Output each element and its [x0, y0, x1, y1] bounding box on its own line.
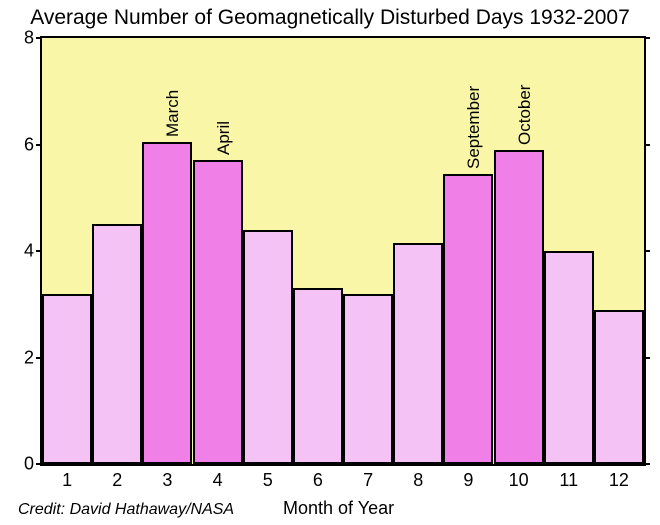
x-tick-label: 10	[509, 470, 529, 491]
y-tick-mark	[644, 144, 650, 146]
bar-2	[92, 224, 142, 464]
bar-9	[443, 174, 493, 464]
bar-4	[193, 160, 243, 464]
y-tick-mark	[644, 37, 650, 39]
bar-label-10: October	[515, 84, 535, 144]
y-tick-label: 8	[24, 28, 34, 49]
bar-8	[393, 243, 443, 464]
x-tick-label: 8	[413, 470, 423, 491]
bar-3	[142, 142, 192, 464]
y-tick-label: 2	[24, 347, 34, 368]
bar-12	[594, 310, 644, 464]
x-tick-label: 9	[463, 470, 473, 491]
bar-10	[494, 150, 544, 464]
bar-11	[544, 251, 594, 464]
x-axis-label: Month of Year	[283, 498, 394, 519]
y-tick-mark	[36, 37, 42, 39]
y-tick-label: 4	[24, 241, 34, 262]
x-tick-label: 6	[313, 470, 323, 491]
bar-5	[243, 230, 293, 464]
chart-container: Average Number of Geomagnetically Distur…	[0, 0, 660, 525]
y-tick-mark	[644, 357, 650, 359]
x-tick-label: 3	[162, 470, 172, 491]
bar-label-3: March	[163, 90, 183, 137]
y-tick-mark	[644, 463, 650, 465]
x-tick-label: 5	[263, 470, 273, 491]
x-tick-label: 4	[213, 470, 223, 491]
x-tick-label: 1	[62, 470, 72, 491]
bar-6	[293, 288, 343, 464]
bar-label-9: September	[464, 86, 484, 169]
chart-title: Average Number of Geomagnetically Distur…	[0, 6, 660, 30]
bar-label-4: April	[214, 121, 234, 155]
x-tick-label: 12	[609, 470, 629, 491]
bar-7	[343, 294, 393, 464]
y-tick-mark	[644, 250, 650, 252]
y-tick-mark	[36, 250, 42, 252]
x-tick-label: 2	[112, 470, 122, 491]
bar-1	[42, 294, 92, 464]
y-tick-label: 0	[24, 454, 34, 475]
x-tick-label: 7	[363, 470, 373, 491]
y-tick-mark	[36, 144, 42, 146]
x-tick-label: 11	[559, 470, 578, 491]
plot-area: 02468123456789101112MarchAprilSeptemberO…	[40, 36, 646, 466]
y-tick-label: 6	[24, 134, 34, 155]
credit-text: Credit: David Hathaway/NASA	[18, 501, 234, 519]
